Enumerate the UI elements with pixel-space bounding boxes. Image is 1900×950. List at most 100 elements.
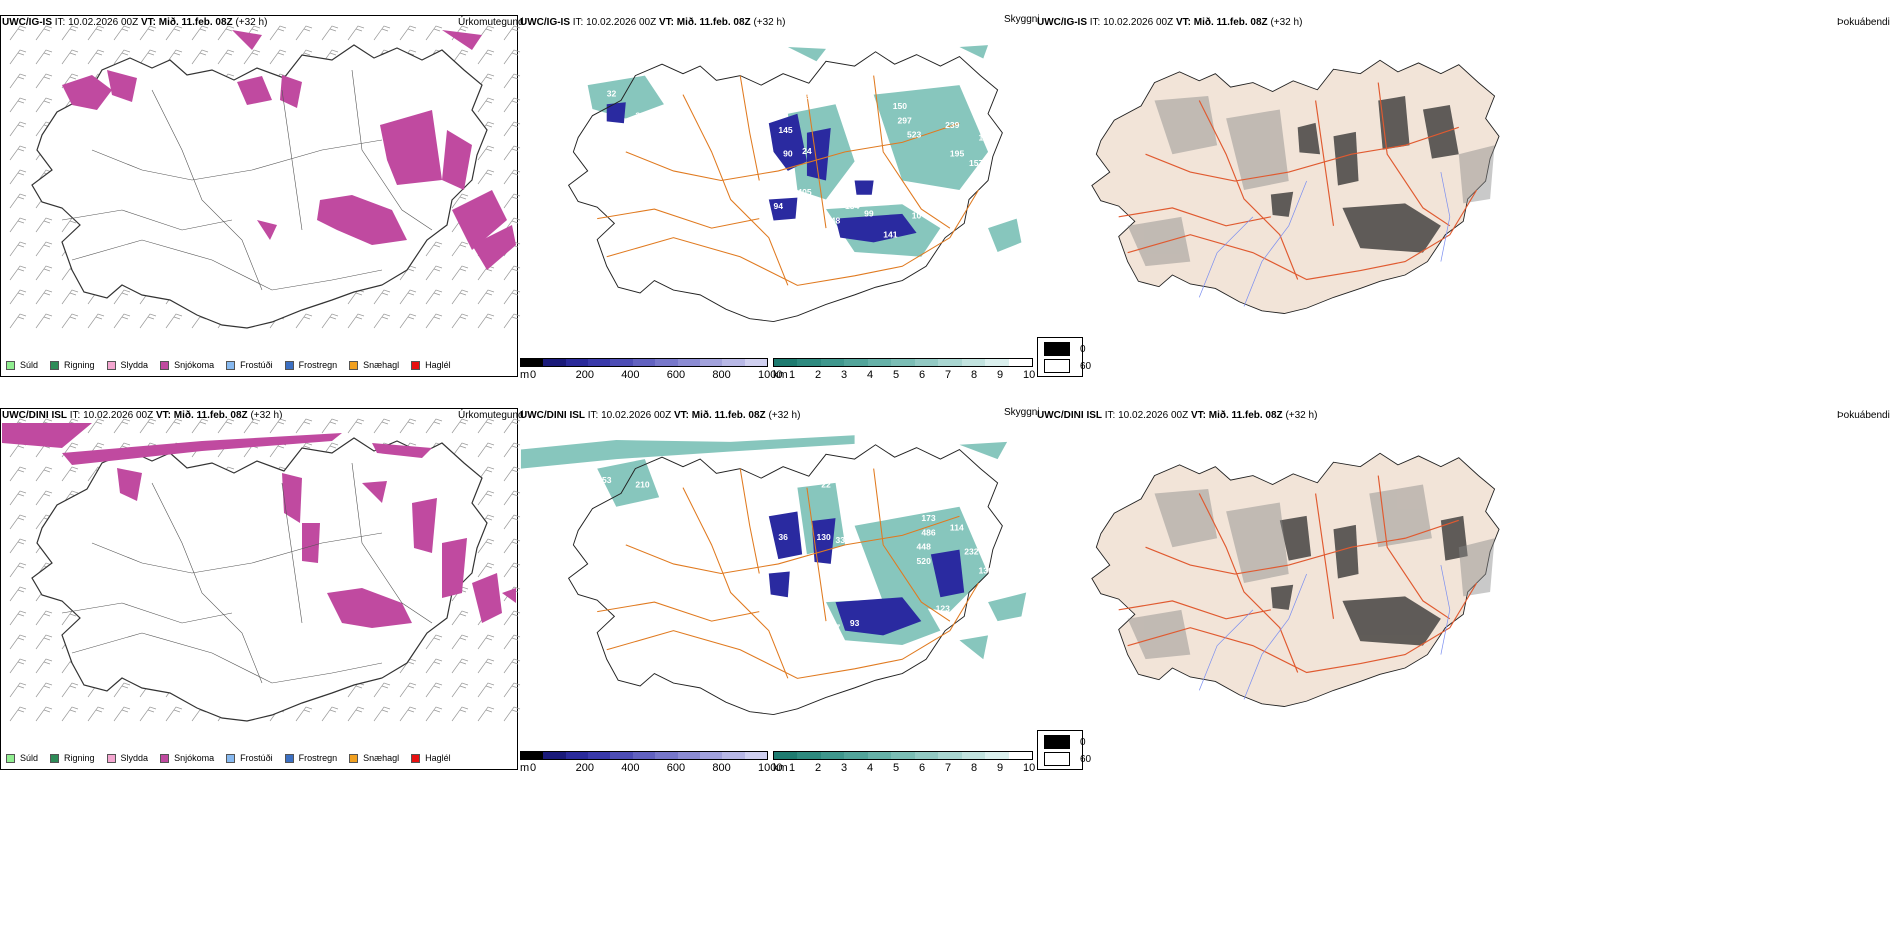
fog-map <box>1091 59 1500 314</box>
colorbar-unit: m <box>520 762 530 774</box>
cloudbase-label: 205 <box>797 91 812 101</box>
wind-barb <box>9 241 27 257</box>
wind-barb <box>9 682 27 698</box>
colorbar-tick: 1000 <box>758 369 783 381</box>
wind-barb <box>35 610 53 626</box>
precip-map-frame <box>0 15 518 377</box>
wind-barb <box>503 442 521 458</box>
colorbar-tick: 3 <box>841 369 848 381</box>
precip-map <box>2 418 521 722</box>
wind-barb <box>503 145 521 161</box>
wind-barb <box>399 289 417 305</box>
wind-barb <box>9 562 27 578</box>
wind-barb <box>35 265 53 281</box>
legend-swatch <box>411 360 421 370</box>
wind-barb <box>477 490 495 506</box>
legend-item: Snjókoma <box>160 360 214 370</box>
wind-barb <box>373 313 391 329</box>
cloudbase-label: 157 <box>969 158 984 168</box>
colorbar-tick: 5 <box>893 762 900 774</box>
wind-barb <box>399 706 417 722</box>
cloudbase-label: 239 <box>945 120 960 130</box>
colorbar-step <box>722 359 745 366</box>
legend-swatch <box>284 360 294 370</box>
model-name: UWC/IG-IS <box>1037 17 1087 28</box>
roads <box>597 468 979 679</box>
colorbar-step <box>961 752 986 759</box>
wind-barb <box>217 49 235 65</box>
fog-legend: 0 60 <box>1037 730 1091 770</box>
roads <box>1118 82 1478 281</box>
wind-barb <box>399 25 417 41</box>
cloudbase-label: 90 <box>783 149 793 159</box>
map-header: UWC/DINI ISL IT: 10.02.2026 00Z VT: Mið.… <box>1037 410 1318 421</box>
colorbar-step <box>632 359 656 366</box>
wind-barb <box>191 49 209 65</box>
wind-barb <box>35 466 53 482</box>
colorbar-step <box>844 752 868 759</box>
legend-item: Frostregn <box>284 360 337 370</box>
fog-swatch <box>1044 359 1070 373</box>
wind-barb <box>165 706 183 722</box>
colorbar-tick: 2 <box>815 762 822 774</box>
precip-map <box>9 25 521 329</box>
cloudbase-label: 169 <box>979 132 994 142</box>
colorbar-step <box>820 752 845 759</box>
wind-barb <box>87 706 105 722</box>
colorbar-tick: 6 <box>919 369 926 381</box>
wind-barb <box>35 658 53 674</box>
legend-item: Snjókoma <box>160 753 214 763</box>
cloudbase-areas <box>606 102 917 243</box>
wind-barb <box>9 490 27 506</box>
colorbar-tick: 9 <box>997 762 1004 774</box>
cloudbase-label: 100 <box>850 172 865 182</box>
cloudbase-label: 94 <box>774 201 784 211</box>
wind-barb <box>9 289 27 305</box>
cloudbase-bar <box>520 751 768 760</box>
wind-barb <box>217 25 235 41</box>
cloudbase-label: 86 <box>799 194 809 204</box>
colorbar-step <box>844 359 868 366</box>
wind-barb <box>503 25 521 41</box>
colorbar-step <box>565 752 589 759</box>
wind-barb <box>35 706 53 722</box>
legend-item: Frostúði <box>226 360 273 370</box>
legend-item: Haglél <box>411 753 451 763</box>
cloud-map: 32 32 228 205 28 150 297 523 239 169 195 157 145 24 90… <box>568 45 1022 323</box>
cloudbase-label: 195 <box>950 149 965 159</box>
wind-barb <box>269 418 287 434</box>
wind-barb <box>451 442 469 458</box>
legend-swatch <box>6 753 15 763</box>
colorbar-step <box>891 359 915 366</box>
panel-title-precip: Úrkomutegund <box>458 410 524 421</box>
legend-item: Slydda <box>106 753 148 763</box>
cloudbase-label: 210 <box>635 480 650 490</box>
legend-item: Frostúði <box>226 753 273 763</box>
wind-barb <box>321 313 339 329</box>
wind-barb <box>477 466 495 482</box>
colorbar-step <box>961 359 986 366</box>
wind-barb <box>295 418 313 434</box>
colorbar-step <box>565 359 589 366</box>
wind-barb <box>191 25 209 41</box>
wind-barb <box>9 313 27 329</box>
wind-barb <box>9 25 27 41</box>
wind-barb <box>451 289 469 305</box>
cloudbase-label: 123 <box>936 604 951 614</box>
row-dini-isl: UWC/DINI ISL IT: 10.02.2026 00Z VT: Mið.… <box>0 393 1900 868</box>
cloudbase-label: 93 <box>850 618 860 628</box>
colorbar-tick: 8 <box>971 369 978 381</box>
legend-item: Haglél <box>411 360 451 370</box>
wind-barb <box>9 514 27 530</box>
cloudbase-label: 228 <box>769 111 784 121</box>
wind-barb <box>165 49 183 65</box>
cloudbase-label: 147 <box>826 623 841 633</box>
cloudbase-label: 520 <box>917 556 932 566</box>
legend-item: Rigning <box>50 360 95 370</box>
wind-barb <box>269 49 287 65</box>
wind-barb <box>243 49 261 65</box>
legend-swatch <box>50 753 60 763</box>
wind-barb <box>321 25 339 41</box>
legend-item: Súld <box>6 753 38 763</box>
